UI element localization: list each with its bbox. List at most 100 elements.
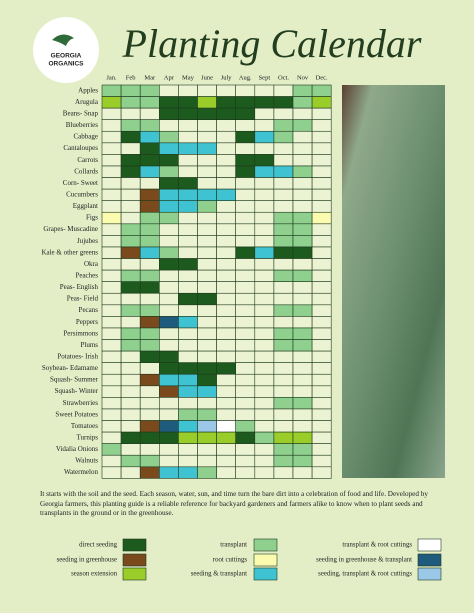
crop-label: Tomatoes — [71, 422, 98, 430]
logo — [33, 17, 99, 83]
logo-text: ORGANICS — [48, 61, 84, 68]
calendar-cell — [197, 443, 217, 456]
crop-label: Collards — [74, 167, 98, 175]
calendar-cell — [139, 96, 160, 109]
calendar-cell — [159, 142, 179, 155]
calendar-cell — [178, 431, 198, 444]
calendar-cell — [197, 107, 217, 121]
calendar-cell — [216, 154, 237, 167]
calendar-cell — [197, 84, 217, 97]
calendar-cell — [178, 165, 198, 178]
calendar-cell — [139, 339, 160, 352]
calendar-cell — [197, 408, 217, 421]
calendar-cell — [311, 211, 332, 225]
calendar-cell — [101, 177, 122, 190]
calendar-cell — [120, 443, 141, 456]
calendar-cell — [311, 84, 332, 97]
calendar-cell — [273, 397, 294, 410]
calendar-cell — [197, 119, 217, 132]
calendar-cell — [273, 466, 294, 479]
calendar-cell — [292, 431, 313, 444]
calendar-cell — [311, 304, 332, 317]
calendar-cell — [101, 142, 122, 155]
calendar-cell — [235, 211, 256, 225]
calendar-cell — [197, 431, 217, 444]
calendar-cell — [235, 385, 256, 398]
calendar-cell — [254, 454, 275, 468]
calendar-cell — [197, 223, 217, 236]
calendar-cell — [235, 119, 256, 132]
calendar-cell — [120, 165, 141, 178]
crop-label: Plums — [80, 341, 98, 349]
crop-label: Watermelon — [64, 468, 99, 476]
calendar-cell — [273, 130, 294, 144]
calendar-cell — [101, 350, 122, 363]
crop-label: Grapes- Muscadine — [43, 225, 98, 233]
crop-label: Cantaloupes — [63, 144, 98, 152]
calendar-cell — [292, 466, 313, 479]
legend-label: transplant — [220, 542, 247, 549]
month-label: Oct. — [278, 74, 289, 81]
calendar-cell — [254, 119, 275, 132]
calendar-cell — [311, 420, 332, 433]
calendar-cell — [178, 304, 198, 317]
calendar-cell — [101, 292, 122, 306]
month-label: Dec. — [316, 74, 328, 81]
calendar-cell — [216, 327, 237, 340]
calendar-cell — [159, 339, 179, 352]
calendar-cell — [216, 235, 237, 248]
calendar-cell — [216, 200, 237, 213]
calendar-cell — [292, 223, 313, 236]
crop-label: Arugula — [75, 98, 99, 106]
calendar-cell — [101, 304, 122, 317]
calendar-cell — [178, 373, 198, 387]
calendar-cell — [254, 269, 275, 282]
calendar-cell — [139, 119, 160, 132]
calendar-cell — [254, 373, 275, 387]
calendar-cell — [254, 362, 275, 375]
calendar-cell — [120, 142, 141, 155]
calendar-cell — [235, 246, 256, 259]
calendar-cell — [101, 165, 122, 178]
calendar-cell — [159, 269, 179, 282]
calendar-cell — [120, 223, 141, 236]
calendar-cell — [178, 96, 198, 109]
calendar-cell — [101, 188, 122, 202]
calendar-cell — [101, 316, 122, 329]
calendar-cell — [120, 466, 141, 479]
calendar-cell — [159, 362, 179, 375]
calendar-cell — [216, 84, 237, 97]
calendar-cell — [197, 281, 217, 294]
calendar-cell — [159, 235, 179, 248]
calendar-cell — [311, 339, 332, 352]
calendar-cell — [120, 281, 141, 294]
calendar-cell — [254, 420, 275, 433]
calendar-cell — [292, 130, 313, 144]
calendar-cell — [197, 420, 217, 433]
calendar-cell — [197, 385, 217, 398]
calendar-cell — [120, 316, 141, 329]
calendar-cell — [139, 211, 160, 225]
calendar-cell — [216, 246, 237, 259]
calendar-cell — [311, 119, 332, 132]
calendar-cell — [197, 454, 217, 468]
calendar-cell — [311, 188, 332, 202]
calendar-cell — [120, 211, 141, 225]
calendar-cell — [101, 466, 122, 479]
calendar-cell — [216, 397, 237, 410]
crop-label: Eggplant — [73, 202, 98, 210]
calendar-cell — [254, 431, 275, 444]
calendar-cell — [178, 119, 198, 132]
calendar-cell — [197, 96, 217, 109]
calendar-cell — [216, 142, 237, 155]
crop-label: Carrots — [77, 156, 98, 164]
calendar-cell — [292, 339, 313, 352]
calendar-cell — [159, 304, 179, 317]
calendar-cell — [159, 84, 179, 97]
calendar-cell — [178, 142, 198, 155]
calendar-cell — [216, 304, 237, 317]
calendar-cell — [159, 130, 179, 144]
calendar-cell — [197, 154, 217, 167]
calendar-cell — [139, 466, 160, 479]
calendar-cell — [216, 373, 237, 387]
